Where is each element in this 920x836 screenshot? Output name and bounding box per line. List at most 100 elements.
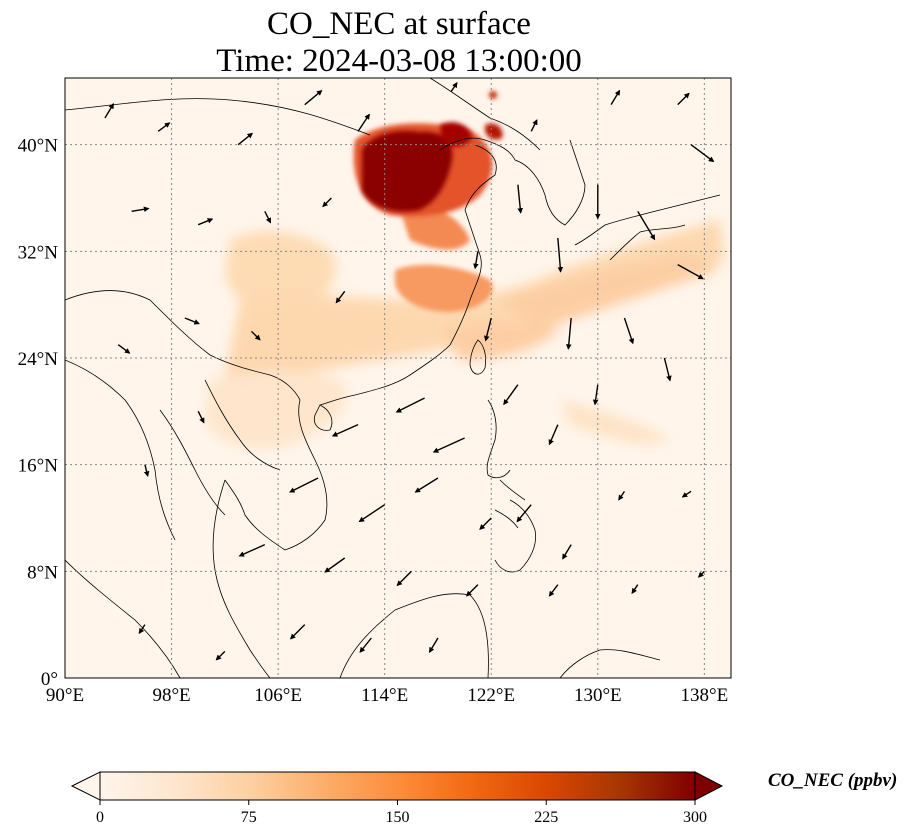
- wind-arrow: [238, 544, 266, 557]
- wind-arrow: [623, 317, 635, 345]
- coast-malay-peninsula: [212, 479, 271, 678]
- wind-arrow: [104, 103, 114, 119]
- colorbar-label: CO_NEC (ppbv): [768, 770, 898, 791]
- lat-tick-labels: 0° 8°N 16°N 24°N 32°N 40°N: [18, 136, 59, 690]
- coastlines: [65, 78, 721, 678]
- colorbar-ticks: 0 75 150 225 300: [96, 800, 707, 826]
- wind-arrow: [322, 197, 332, 208]
- coast-taiwan: [469, 339, 486, 375]
- colorbar-tick-label: 0: [96, 809, 104, 826]
- wind-arrow: [395, 397, 425, 413]
- wind-arrow: [143, 464, 150, 477]
- lon-tick-label: 130°E: [574, 685, 622, 706]
- border-north-china: [429, 78, 541, 151]
- wind-arrow: [516, 504, 532, 523]
- plume-hotspot: [489, 91, 497, 99]
- wind-arrow: [358, 504, 386, 523]
- lon-tick-label: 138°E: [681, 685, 729, 706]
- wind-arrow: [289, 624, 306, 640]
- coast-gulf-thailand: [224, 479, 286, 551]
- wind-arrow: [304, 89, 323, 106]
- plume-band-south: [205, 370, 347, 449]
- lat-tick-label: 0°: [41, 669, 58, 690]
- coast-japan-honshu: [609, 224, 686, 261]
- wind-arrow: [250, 330, 261, 341]
- plume-core-bohai: [485, 123, 503, 140]
- colorbar-extend-low: [70, 771, 101, 801]
- wind-arrow: [357, 113, 370, 132]
- map-title-line1: CO_NEC at surface: [267, 6, 531, 42]
- plume-band-east: [500, 255, 720, 330]
- wind-vectors: [104, 82, 715, 661]
- wind-arrow: [690, 144, 715, 163]
- coast-philippines-visayas: [494, 479, 526, 529]
- coast-vietnam: [284, 399, 328, 551]
- lat-tick-label: 40°N: [18, 136, 59, 157]
- wind-arrow: [637, 210, 656, 241]
- wind-arrow: [450, 82, 458, 92]
- wind-arrow: [289, 477, 319, 493]
- wind-arrow: [157, 122, 171, 132]
- lat-tick-label: 24°N: [18, 349, 59, 370]
- map-title-line2: Time: 2024-03-08 13:00:00: [216, 43, 582, 79]
- wind-arrow: [264, 211, 272, 224]
- lon-tick-label: 98°E: [152, 685, 190, 706]
- wind-arrow: [517, 184, 524, 214]
- wind-arrow: [503, 384, 519, 406]
- wind-arrow: [479, 517, 492, 530]
- plume-shandong: [400, 206, 470, 250]
- border-mongolia: [65, 98, 371, 136]
- coast-hainan: [313, 404, 333, 431]
- wind-arrow: [677, 92, 690, 106]
- wind-arrow: [465, 584, 479, 597]
- coast-new-guinea: [559, 649, 661, 678]
- wind-arrow: [138, 624, 146, 634]
- plume-core-north: [440, 122, 472, 147]
- lon-tick-label: 106°E: [254, 685, 302, 706]
- wind-arrow: [677, 264, 704, 280]
- wind-arrow: [484, 317, 492, 342]
- border-china: [65, 290, 301, 401]
- wind-arrow: [565, 317, 572, 350]
- plume-band-taiwan: [440, 322, 560, 360]
- lon-tick-label: 90°E: [46, 685, 84, 706]
- lon-tick-label: 122°E: [467, 685, 515, 706]
- wind-arrow: [548, 584, 559, 597]
- wind-arrow: [557, 237, 564, 273]
- map-frame: [64, 77, 732, 679]
- wind-arrow: [428, 637, 439, 653]
- lat-tick-label: 16°N: [18, 456, 59, 477]
- wind-arrow: [184, 317, 200, 325]
- lat-tick-label: 8°N: [27, 562, 58, 583]
- plume-band-west: [225, 231, 336, 313]
- coast-bohai: [439, 137, 516, 161]
- wind-arrow: [324, 557, 346, 573]
- coast-borneo: [339, 593, 489, 678]
- wind-arrow: [432, 437, 465, 453]
- wind-arrow: [610, 89, 621, 106]
- border-thailand: [159, 409, 226, 516]
- coast-myanmar: [65, 359, 176, 541]
- wind-arrow: [473, 251, 479, 270]
- colorbar: [99, 771, 696, 801]
- wind-arrow: [548, 424, 559, 446]
- wind-arrow: [131, 206, 150, 213]
- coast-philippines-mindanao: [494, 499, 537, 573]
- wind-arrow: [117, 344, 131, 354]
- wind-arrow: [396, 570, 412, 587]
- wind-arrow: [530, 119, 538, 132]
- wind-arrow: [663, 357, 672, 382]
- colorbar-tick-label: 150: [386, 809, 410, 826]
- wind-arrow: [197, 218, 214, 226]
- colorbar-tick-label: 225: [534, 809, 558, 826]
- coast-japan-kyushu: [574, 194, 721, 246]
- wind-arrow: [335, 290, 346, 304]
- plume-core: [362, 130, 453, 212]
- coast-china-east: [319, 144, 497, 406]
- wind-arrow: [359, 637, 372, 653]
- coast-sumatra: [65, 559, 181, 678]
- coast-philippines-luzon: [486, 399, 511, 479]
- wind-arrow: [237, 132, 254, 146]
- border-laos: [204, 379, 281, 471]
